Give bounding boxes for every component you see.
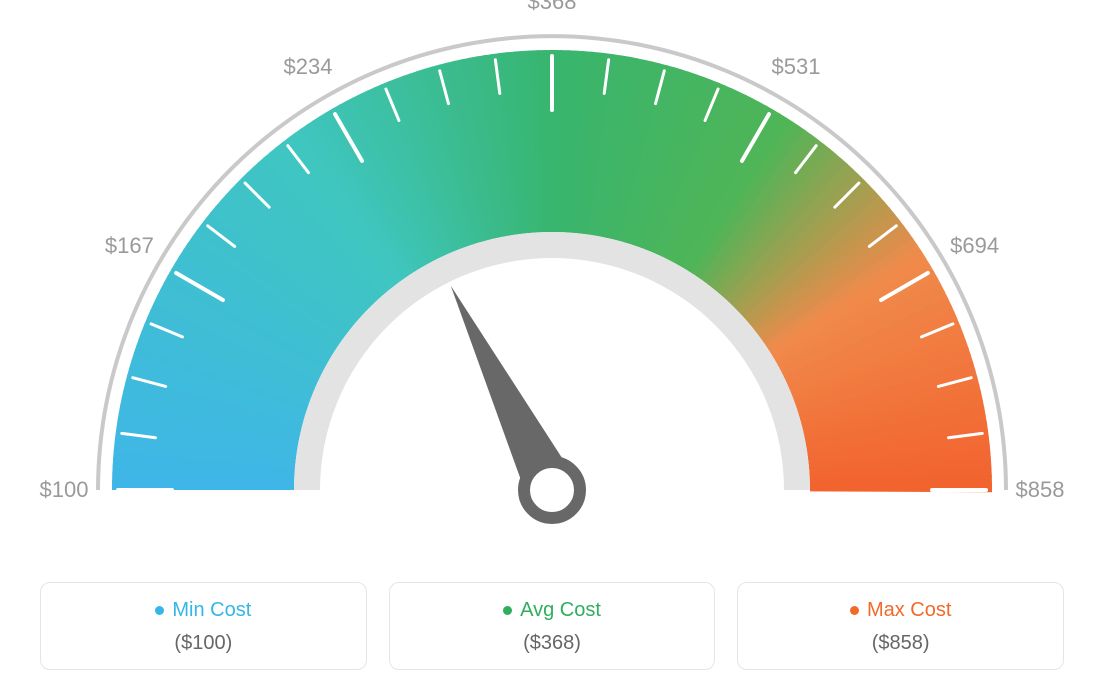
legend-row: Min Cost ($100) Avg Cost ($368) Max Cost… [0,582,1104,670]
dot-icon [155,606,164,615]
legend-title-avg: Avg Cost [503,599,601,622]
gauge-tick-label: $531 [772,54,821,80]
legend-title-text: Min Cost [172,599,251,622]
legend-card-min: Min Cost ($100) [40,582,367,670]
dot-icon [503,606,512,615]
gauge-tick-label: $368 [528,0,577,15]
legend-card-max: Max Cost ($858) [737,582,1064,670]
legend-title-text: Max Cost [867,599,951,622]
legend-value-min: ($100) [51,632,356,655]
gauge-chart: $100 $167 $234 $368 $531 $694 $858 [0,0,1104,560]
gauge-tick-label: $167 [105,233,154,259]
dot-icon [850,606,859,615]
gauge-tick-label: $858 [1016,477,1065,503]
legend-value-max: ($858) [748,632,1053,655]
gauge-tick-label: $100 [40,477,89,503]
legend-title-text: Avg Cost [520,599,601,622]
gauge-tick-label: $694 [950,233,999,259]
legend-value-avg: ($368) [400,632,705,655]
legend-title-min: Min Cost [155,599,251,622]
legend-card-avg: Avg Cost ($368) [389,582,716,670]
gauge-tick-label: $234 [284,54,333,80]
cost-gauge-container: $100 $167 $234 $368 $531 $694 $858 Min Cost ($… [0,0,1104,690]
legend-title-max: Max Cost [850,599,951,622]
